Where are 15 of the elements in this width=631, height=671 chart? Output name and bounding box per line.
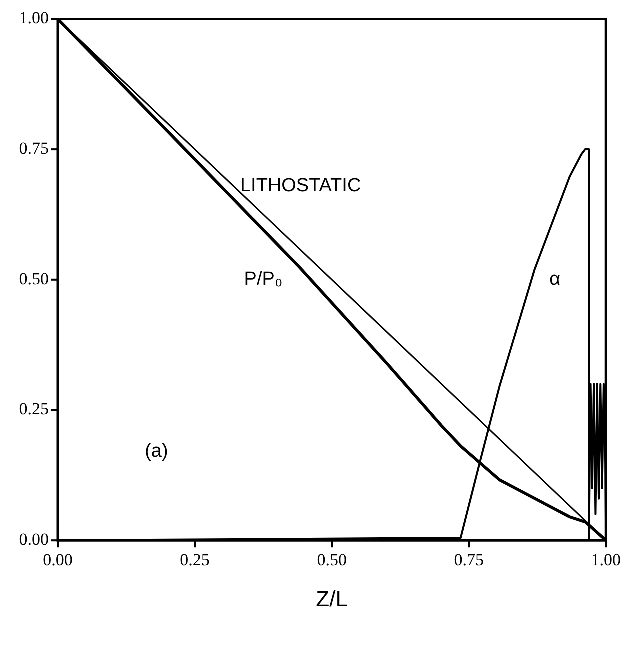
series-label: LITHOSTATIC xyxy=(240,175,362,196)
x-tick-label: 0.75 xyxy=(454,550,484,570)
annotation: (a) xyxy=(145,441,168,462)
y-tick-label: 1.00 xyxy=(19,8,49,28)
series-label: α xyxy=(550,269,561,290)
x-tick-label: 1.00 xyxy=(591,550,621,570)
x-tick-label: 0.00 xyxy=(43,550,73,570)
y-tick-label: 0.00 xyxy=(19,530,49,550)
x-tick-label: 0.50 xyxy=(317,550,347,570)
y-tick-label: 0.75 xyxy=(19,139,49,158)
series-label: P/P₀ xyxy=(244,269,283,290)
y-tick-label: 0.25 xyxy=(19,400,49,419)
x-axis-title: Z/L xyxy=(316,586,348,612)
y-tick-label: 0.50 xyxy=(19,269,49,288)
x-tick-label: 0.25 xyxy=(180,550,210,570)
